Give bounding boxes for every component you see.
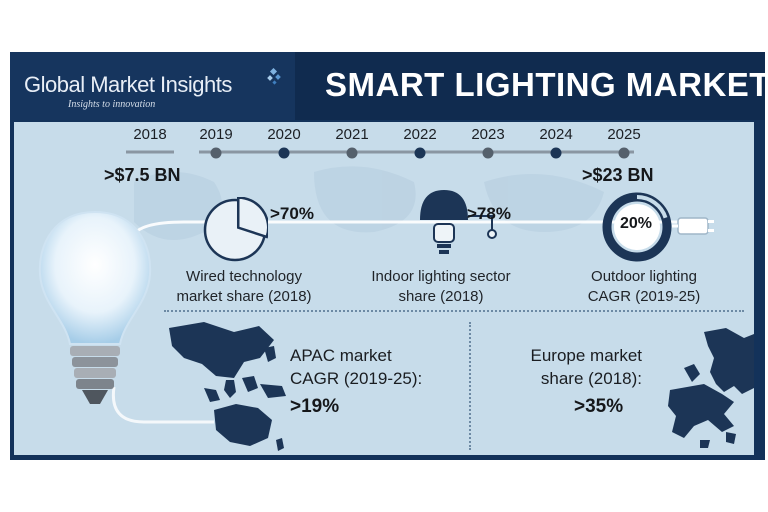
europe-label-line2: share (2018):	[540, 369, 642, 388]
section-divider-horizontal	[164, 310, 744, 312]
header: Global Market Insights Insights to innov…	[10, 52, 768, 120]
year-2021: 2021	[335, 126, 369, 143]
content-panel: 2018 2019 2020 2021 2022 2023 2024 2025 …	[14, 122, 754, 455]
title-area: SMART LIGHTING MARKET	[295, 52, 768, 120]
timeline-dot-2020	[278, 147, 290, 159]
timeline-dot-2023	[482, 147, 494, 159]
wired-share-value: >70%	[270, 204, 314, 223]
apac-cagr-value: >19%	[290, 396, 340, 417]
logo-tagline: Insights to innovation	[68, 99, 156, 110]
timeline-dot-2021	[346, 147, 358, 159]
timeline-dot-2024	[550, 147, 562, 159]
pie-chart-icon	[203, 197, 268, 262]
logo-mark-icon	[267, 68, 281, 85]
europe-share-value: >35%	[574, 396, 624, 417]
europe-map-icon	[668, 328, 754, 448]
indoor-share-value: >78%	[467, 204, 511, 223]
asia-pacific-map-icon	[169, 322, 286, 451]
desk-lamp-icon	[420, 190, 497, 254]
light-bulb-icon	[38, 210, 152, 404]
logo-text: Global Market Insights	[24, 72, 232, 97]
year-2018: 2018	[133, 126, 167, 143]
outdoor-label: Outdoor lighting CAGR (2019-25)	[574, 267, 714, 307]
end-market-value: >$23 BN	[582, 165, 654, 185]
europe-label: Europe market share (2018):	[502, 344, 643, 390]
section-divider-vertical	[469, 322, 471, 450]
apac-label-line2: CAGR (2019-25):	[290, 369, 423, 388]
indoor-label: Indoor lighting sector share (2018)	[356, 267, 526, 307]
timeline-dot-2019	[210, 147, 222, 159]
wired-label-line1: Wired technology	[186, 268, 302, 285]
year-2024: 2024	[539, 126, 573, 143]
year-2023: 2023	[471, 126, 505, 143]
outdoor-label-line2: CAGR (2019-25)	[587, 288, 701, 305]
indoor-label-line2: share (2018)	[398, 288, 484, 305]
timeline-dot-2022	[414, 147, 426, 159]
page-title: SMART LIGHTING MARKET	[325, 66, 768, 103]
ring-gauge-icon	[602, 192, 672, 262]
year-2020: 2020	[267, 126, 301, 143]
apac-label-line1: APAC market	[290, 346, 392, 365]
background-graphics	[111, 166, 704, 424]
europe-label-line1: Europe market	[530, 346, 643, 365]
year-2025: 2025	[607, 126, 641, 143]
outdoor-cagr-value: 20%	[620, 215, 653, 232]
logo-area: Global Market Insights Insights to innov…	[10, 52, 295, 120]
outdoor-label-line1: Outdoor lighting	[591, 268, 697, 285]
wired-label-line2: market share (2018)	[176, 288, 312, 305]
indoor-label-line1: Indoor lighting sector	[371, 268, 511, 285]
start-market-value: >$7.5 BN	[104, 165, 181, 185]
wired-label: Wired technology market share (2018)	[169, 267, 319, 307]
timeline-dot-2025	[618, 147, 630, 159]
year-2022: 2022	[403, 126, 437, 143]
year-2019: 2019	[199, 126, 233, 143]
apac-label: APAC market CAGR (2019-25):	[290, 344, 422, 390]
plug-icon	[672, 217, 714, 235]
